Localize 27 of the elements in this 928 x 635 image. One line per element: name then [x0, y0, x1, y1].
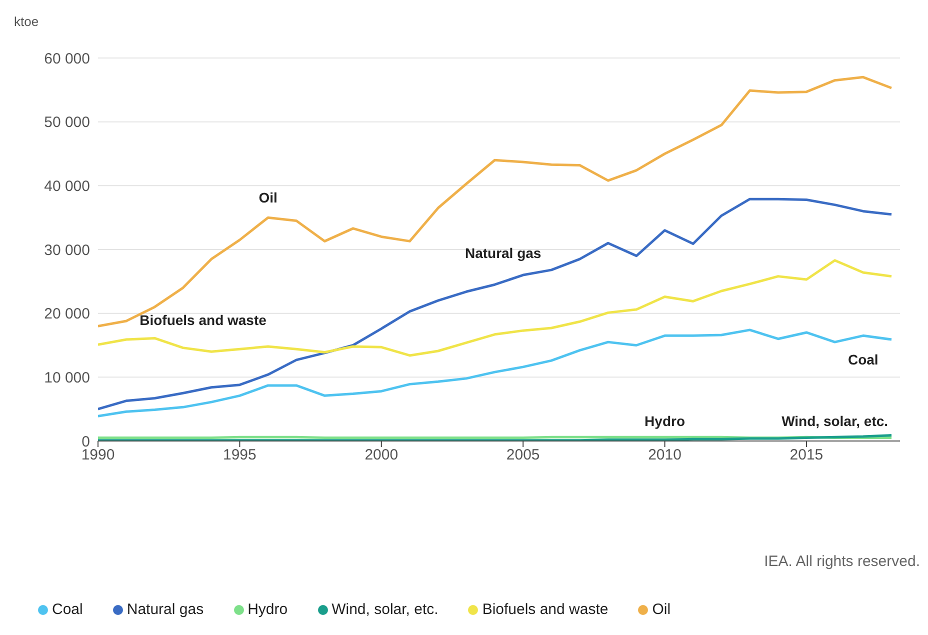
- text: Natural gas: [464, 245, 542, 262]
- y-tick-label: 30 000: [44, 242, 90, 259]
- legend-label: Hydro: [248, 601, 288, 618]
- y-tick-label: 10 000: [44, 369, 90, 386]
- text: Coal: [848, 352, 878, 368]
- legend-label: Oil: [652, 601, 671, 618]
- y-axis-title: ktoe: [14, 14, 39, 29]
- y-tick-label: 60 000: [44, 50, 90, 68]
- x-tick-label: 2005: [506, 446, 540, 464]
- text: Hydro: [644, 413, 686, 430]
- x-tick-label: 1995: [223, 446, 256, 464]
- text: Wind, solar, etc.: [782, 413, 888, 430]
- legend-label: Wind, solar, etc.: [332, 601, 438, 618]
- text: IEA. All rights reserved.: [764, 553, 920, 570]
- text: Biofuels and waste: [140, 312, 266, 328]
- text: Oil: [258, 190, 278, 206]
- legend-label: Coal: [52, 601, 83, 618]
- legend-label: Biofuels and waste: [482, 601, 608, 618]
- x-tick-label: 2015: [790, 446, 824, 464]
- x-tick-label: 2000: [364, 446, 398, 464]
- y-tick-label: 20 000: [44, 306, 90, 323]
- line-series: [98, 76, 893, 328]
- x-tick-label: 2010: [648, 446, 682, 464]
- y-tick-label: 40 000: [44, 178, 90, 195]
- y-tick-label: 50 000: [44, 114, 90, 132]
- legend-label: Natural gas: [126, 601, 204, 618]
- line-series: [98, 328, 893, 418]
